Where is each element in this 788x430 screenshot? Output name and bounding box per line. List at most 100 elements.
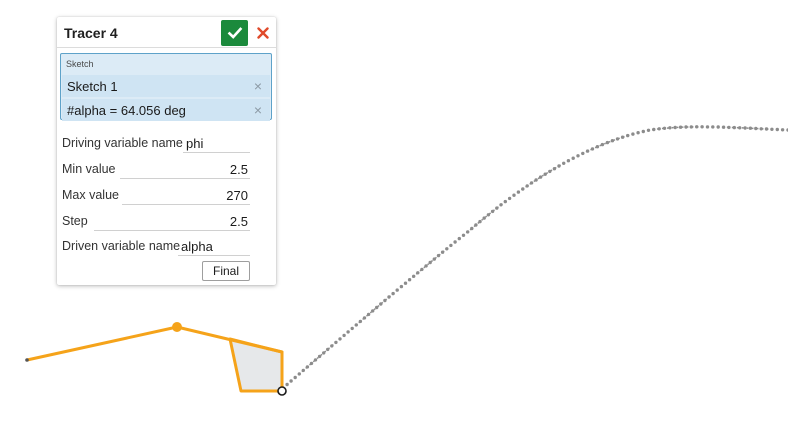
trace-sample-point: [585, 149, 590, 153]
selection-item-variable[interactable]: #alpha = 64.056 deg ×: [62, 99, 270, 121]
trace-sample-point: [548, 169, 552, 174]
trace-sample-point: [322, 351, 326, 355]
trace-sample-point: [330, 344, 334, 348]
trace-sample-point: [543, 172, 547, 176]
trace-sample-point: [350, 326, 354, 331]
trace-sample-point: [305, 365, 310, 369]
trace-sample-point: [461, 233, 466, 237]
trace-sample-point: [383, 298, 387, 303]
max-value-field: Max value 270: [62, 185, 272, 205]
trace-sample-point: [516, 190, 521, 194]
trace-sample-point: [495, 206, 499, 210]
driven-variable-label: Driven variable name: [62, 239, 181, 253]
tracer-point[interactable]: [277, 386, 287, 396]
trace-sample-point: [615, 137, 620, 141]
step-input[interactable]: 2.5: [94, 211, 250, 231]
trace-sample-point: [445, 247, 449, 251]
trace-sample-point: [490, 209, 495, 214]
trace-sample-point: [631, 132, 635, 136]
trace-sample-point: [721, 125, 726, 129]
trace-sample-point: [432, 257, 436, 261]
trace-sample-point: [420, 267, 424, 272]
trace-sample-point: [301, 368, 305, 373]
trace-sample-point: [600, 142, 605, 147]
trace-sample-point: [738, 126, 742, 130]
trace-sample-point: [743, 126, 747, 130]
trace-sample-point: [428, 260, 432, 265]
trace-sample-point: [371, 309, 375, 313]
remove-x-icon[interactable]: ×: [253, 78, 262, 94]
max-value-input[interactable]: 270: [122, 185, 250, 205]
driven-variable-input[interactable]: alpha: [178, 236, 250, 256]
trace-sample-point: [662, 126, 667, 130]
sketch-selection-box[interactable]: Sketch Sketch 1 × #alpha = 64.056 deg ×: [60, 53, 272, 121]
trace-sample-point: [652, 127, 656, 132]
final-button[interactable]: Final: [202, 261, 250, 281]
selection-item-text: #alpha = 64.056 deg: [67, 103, 186, 118]
crank-link[interactable]: [175, 325, 284, 354]
trace-sample-point: [562, 161, 566, 165]
dialog-title: Tracer 4: [64, 25, 118, 41]
trace-sample-point: [780, 128, 785, 132]
accept-button[interactable]: [221, 20, 248, 46]
trace-sample-point: [566, 159, 571, 163]
driving-variable-label: Driving variable name: [62, 136, 183, 150]
driving-variable-input[interactable]: phi: [183, 133, 250, 153]
trace-sample-point: [700, 125, 704, 129]
driving-variable-field: Driving variable name phi: [62, 133, 272, 153]
trace-sample-point: [590, 147, 595, 151]
trace-sample-point: [449, 243, 453, 248]
step-field: Step 2.5: [62, 211, 272, 231]
trace-sample-point: [534, 178, 538, 182]
trace-sample-point: [673, 125, 677, 130]
trace-sample-point: [525, 184, 529, 188]
trace-sample-point: [289, 379, 293, 383]
trace-sample-point: [626, 133, 630, 138]
remove-x-icon[interactable]: ×: [253, 102, 262, 118]
min-value-field: Min value 2.5: [62, 159, 272, 179]
trace-sample-point: [293, 375, 297, 380]
pivot-point[interactable]: [172, 322, 182, 332]
cancel-button[interactable]: [251, 20, 275, 46]
trace-sample-point: [571, 156, 575, 160]
trace-sample-point: [754, 126, 758, 131]
trace-sample-point: [581, 151, 585, 156]
trace-sample-point: [636, 131, 640, 135]
trace-sample-point: [342, 333, 346, 338]
checkmark-icon: [227, 27, 242, 39]
selection-item-sketch[interactable]: Sketch 1 ×: [62, 75, 270, 97]
trace-sample-point: [538, 175, 543, 179]
trace-sample-point: [482, 216, 486, 220]
trace-sample-point: [620, 135, 625, 139]
trace-sample-point: [595, 145, 600, 149]
trace-sample-point: [503, 199, 507, 204]
min-value-input[interactable]: 2.5: [120, 159, 250, 179]
trace-sample-point: [395, 288, 399, 292]
trace-sample-point: [440, 250, 445, 254]
trace-sample-point: [552, 167, 557, 171]
close-x-icon: [257, 27, 269, 39]
ground-endpoint[interactable]: [25, 358, 29, 362]
mechanism-sketch[interactable]: [25, 322, 287, 396]
trace-sample-point: [317, 354, 322, 359]
ground-link[interactable]: [25, 325, 179, 362]
trace-sample-point: [416, 271, 420, 275]
trace-sample-point: [689, 125, 693, 129]
trace-sample-point: [641, 129, 645, 134]
trace-sample-point: [379, 302, 383, 306]
dialog-header: Tracer 4: [57, 17, 276, 48]
trace-sample-point: [362, 316, 367, 320]
trace-sample-point: [470, 226, 474, 231]
trace-sample-point: [521, 187, 525, 191]
trace-sample-point: [285, 382, 289, 387]
selection-item-text: Sketch 1: [67, 79, 118, 94]
trace-sample-point: [610, 139, 615, 143]
trace-sample-point: [684, 125, 688, 129]
trace-sample-point: [678, 125, 683, 129]
trace-sample-point: [326, 347, 330, 352]
trace-sample-point: [716, 125, 720, 129]
trace-sample-point: [557, 164, 561, 168]
trace-sample-point: [453, 240, 457, 244]
trace-sample-point: [727, 125, 731, 130]
